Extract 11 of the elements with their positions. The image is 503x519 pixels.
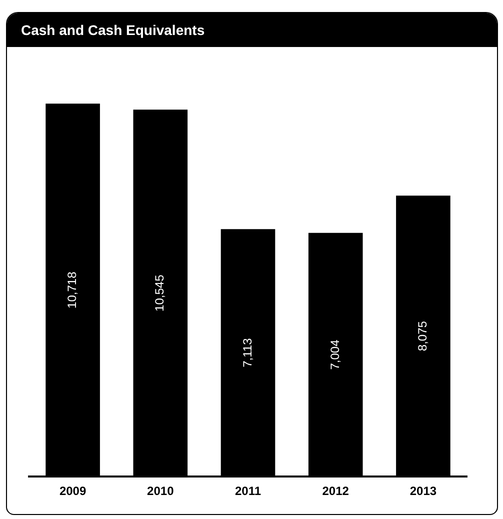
data-label: 7,004 — [328, 339, 342, 370]
x-tick-label: 2009 — [59, 484, 86, 498]
data-label: 8,075 — [416, 320, 430, 352]
data-label: 7,113 — [240, 338, 254, 368]
x-tick-label: 2012 — [322, 484, 350, 498]
x-tick-label: 2013 — [410, 484, 437, 498]
data-label: 10,718 — [65, 271, 80, 308]
data-label: 10,545 — [152, 274, 167, 312]
x-tick-label: 2010 — [147, 484, 174, 498]
x-tick-label: 2011 — [234, 484, 262, 498]
chart-title: Cash and Cash Equivalents — [7, 13, 497, 47]
